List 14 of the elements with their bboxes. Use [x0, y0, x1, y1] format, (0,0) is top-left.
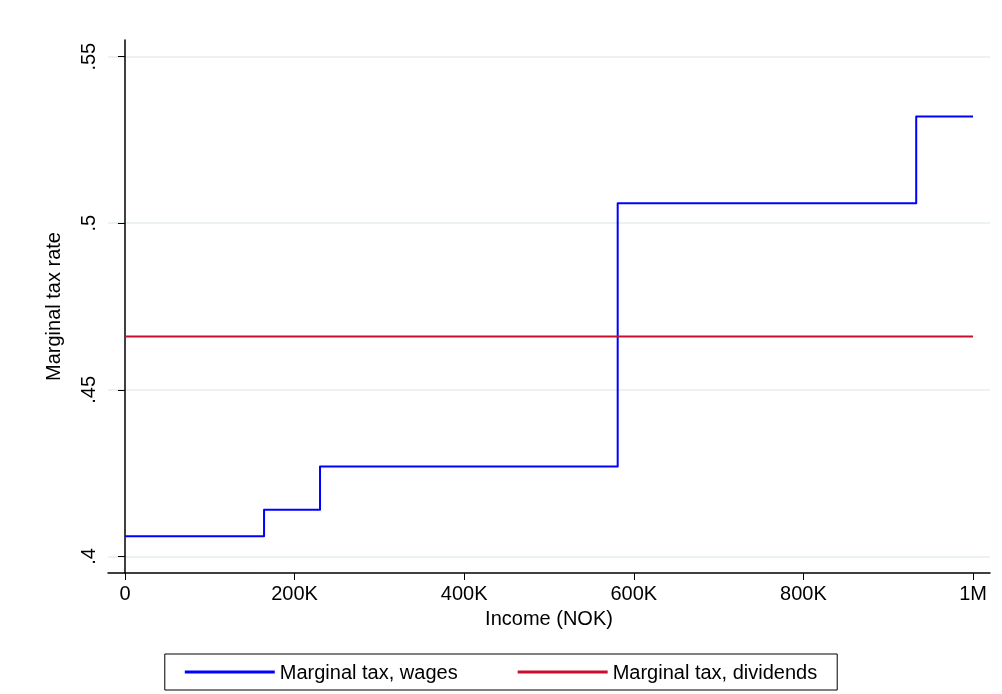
y-tick-label: .45 — [77, 375, 99, 404]
legend-label: Marginal tax, wages — [279, 661, 458, 683]
x-tick-label: 1M — [959, 582, 987, 604]
x-tick-label: 400K — [440, 582, 489, 604]
y-tick-label: .4 — [77, 548, 99, 565]
y-tick-label: .55 — [77, 42, 99, 71]
x-tick-label: 200K — [271, 582, 319, 604]
x-tick-label: 800K — [780, 582, 828, 604]
x-axis-title: Income (NOK) — [485, 606, 613, 629]
x-tick-label: 600K — [610, 582, 658, 604]
y-tick-label: .5 — [77, 214, 99, 232]
x-tick-label: 0 — [119, 582, 131, 604]
y-axis-title: Marginal tax rate — [42, 232, 64, 381]
legend-label: Marginal tax, dividends — [612, 661, 818, 683]
